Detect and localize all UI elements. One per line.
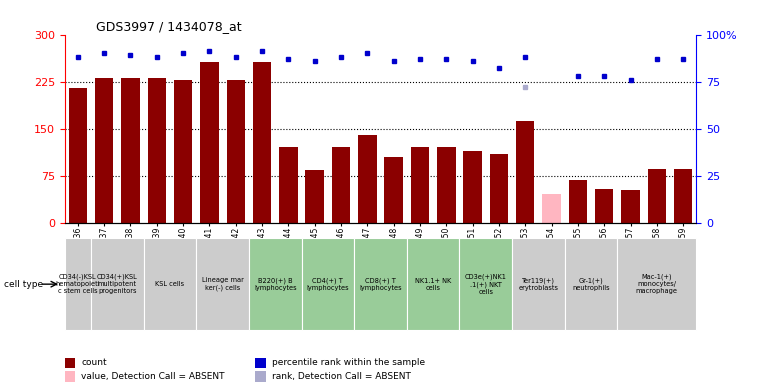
- Text: CD34(-)KSL
hematopoieti
c stem cells: CD34(-)KSL hematopoieti c stem cells: [56, 274, 100, 295]
- Bar: [411, 147, 429, 223]
- Bar: [595, 189, 613, 223]
- Bar: [200, 62, 218, 223]
- Text: CD8(+) T
lymphocytes: CD8(+) T lymphocytes: [359, 277, 402, 291]
- Text: CD3e(+)NK1
.1(+) NKT
cells: CD3e(+)NK1 .1(+) NKT cells: [465, 274, 507, 295]
- Bar: [463, 151, 482, 223]
- Text: CD4(+) T
lymphocytes: CD4(+) T lymphocytes: [307, 277, 349, 291]
- Text: Gr-1(+)
neutrophils: Gr-1(+) neutrophils: [572, 277, 610, 291]
- Bar: [305, 170, 324, 223]
- Text: B220(+) B
lymphocytes: B220(+) B lymphocytes: [254, 277, 297, 291]
- Bar: [68, 88, 87, 223]
- Bar: [490, 154, 508, 223]
- Bar: [332, 147, 350, 223]
- Bar: [121, 78, 140, 223]
- Text: Mac-1(+)
monocytes/
macrophage: Mac-1(+) monocytes/ macrophage: [636, 274, 678, 295]
- Bar: [227, 80, 245, 223]
- Text: value, Detection Call = ABSENT: value, Detection Call = ABSENT: [81, 372, 225, 381]
- Text: percentile rank within the sample: percentile rank within the sample: [272, 358, 425, 367]
- Text: count: count: [81, 358, 107, 367]
- Bar: [674, 169, 693, 223]
- Bar: [95, 78, 113, 223]
- Bar: [648, 169, 666, 223]
- Bar: [358, 135, 377, 223]
- Text: KSL cells: KSL cells: [155, 281, 184, 287]
- Bar: [148, 78, 166, 223]
- Text: Lineage mar
ker(-) cells: Lineage mar ker(-) cells: [202, 277, 244, 291]
- Bar: [384, 157, 403, 223]
- Text: cell type: cell type: [4, 280, 43, 289]
- Bar: [279, 147, 298, 223]
- Text: GDS3997 / 1434078_at: GDS3997 / 1434078_at: [96, 20, 242, 33]
- Text: CD34(+)KSL
multipotent
progenitors: CD34(+)KSL multipotent progenitors: [97, 274, 138, 295]
- Text: rank, Detection Call = ABSENT: rank, Detection Call = ABSENT: [272, 372, 410, 381]
- Bar: [174, 80, 193, 223]
- Bar: [621, 190, 640, 223]
- Text: NK1.1+ NK
cells: NK1.1+ NK cells: [415, 278, 451, 291]
- Bar: [543, 195, 561, 223]
- Bar: [437, 147, 456, 223]
- Bar: [568, 180, 587, 223]
- Bar: [516, 121, 534, 223]
- Text: Ter119(+)
erytroblasts: Ter119(+) erytroblasts: [518, 277, 559, 291]
- Bar: [253, 62, 271, 223]
